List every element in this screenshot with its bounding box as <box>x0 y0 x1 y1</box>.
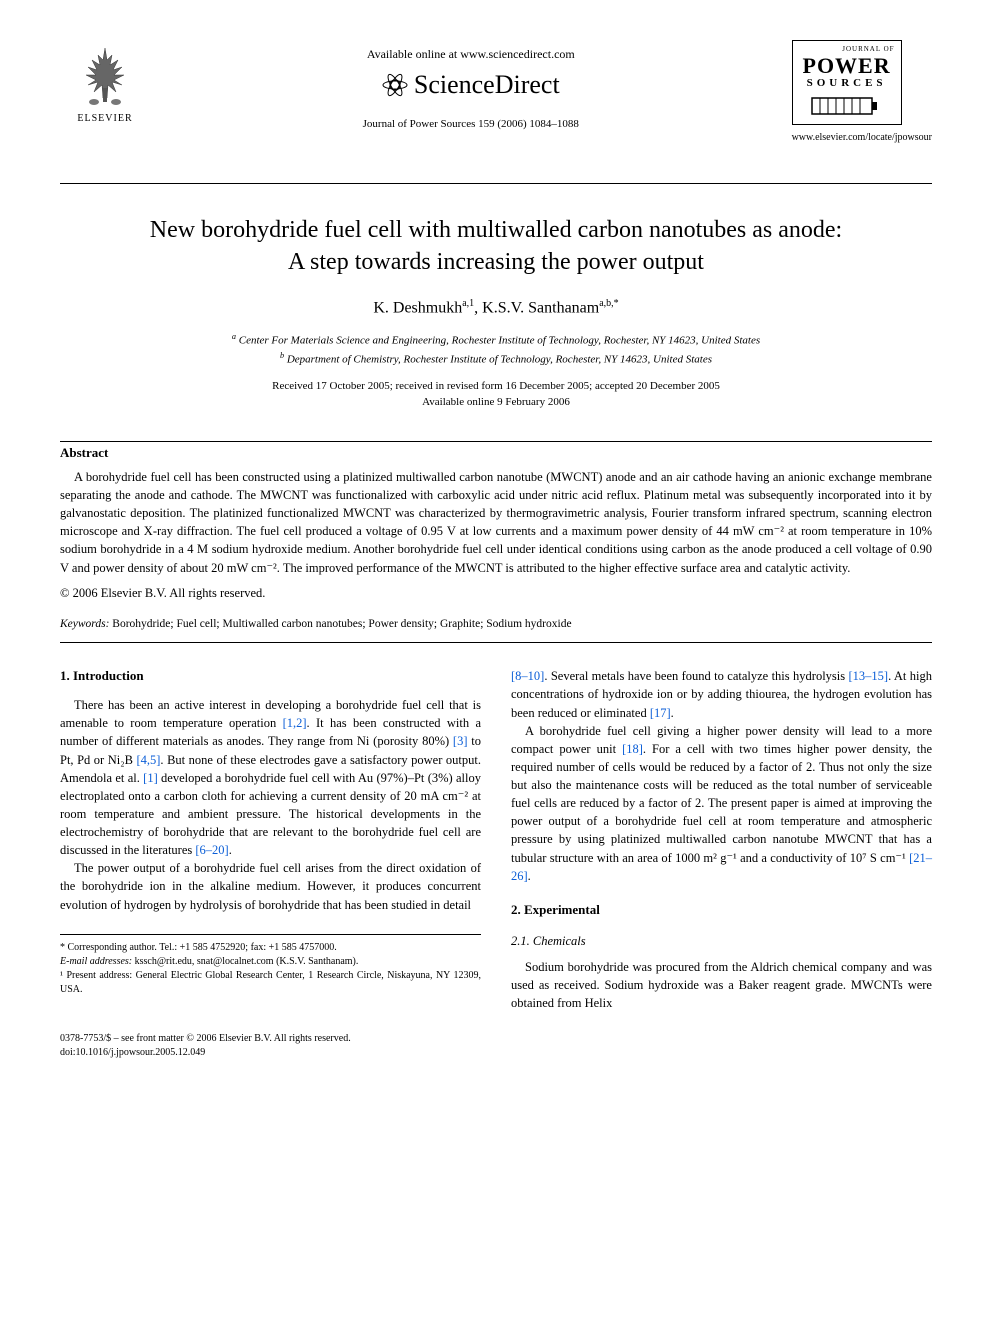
col2-p2-b: . For a cell with two times higher power… <box>511 742 932 865</box>
ref-link[interactable]: [1,2] <box>283 716 307 730</box>
intro-para-1: There has been an active interest in dev… <box>60 696 481 859</box>
footnotes: * Corresponding author. Tel.: +1 585 475… <box>60 934 481 997</box>
email-text: kssch@rit.edu, snat@localnet.com (K.S.V.… <box>132 956 358 967</box>
ref-link[interactable]: [6–20] <box>195 843 228 857</box>
corresponding-author: * Corresponding author. Tel.: +1 585 475… <box>60 941 481 955</box>
right-column: [8–10]. Several metals have been found t… <box>511 667 932 1012</box>
sciencedirect-brand: ScienceDirect <box>150 67 792 103</box>
author-2: K.S.V. Santhanam <box>482 299 599 316</box>
author-1-sup: a,1 <box>462 298 474 309</box>
copyright-line: © 2006 Elsevier B.V. All rights reserved… <box>60 585 932 603</box>
col2-para-2: A borohydride fuel cell giving a higher … <box>511 722 932 885</box>
affiliation-a: Center For Materials Science and Enginee… <box>239 335 760 347</box>
col2-para-1: [8–10]. Several metals have been found t… <box>511 667 932 721</box>
col2-p2-c: . <box>528 869 531 883</box>
journal-sources-text: SOURCES <box>807 77 887 90</box>
email-line: E-mail addresses: kssch@rit.edu, snat@lo… <box>60 955 481 969</box>
ref-link[interactable]: [17] <box>650 706 671 720</box>
affiliations: a Center For Materials Science and Engin… <box>60 331 932 367</box>
ref-link[interactable]: [4,5] <box>136 753 160 767</box>
journal-logo: JOURNAL OF POWER SOURCES <box>792 40 902 125</box>
journal-reference: Journal of Power Sources 159 (2006) 1084… <box>150 117 792 132</box>
abstract-top-rule <box>60 441 932 442</box>
author-2-sup: a,b,* <box>599 298 618 309</box>
journal-logo-container: JOURNAL OF POWER SOURCES www.elsevier.co… <box>792 40 932 175</box>
sciencedirect-text: ScienceDirect <box>414 67 560 103</box>
col2-p1-c: . <box>671 706 674 720</box>
journal-power-text: POWER <box>803 55 891 77</box>
ref-link[interactable]: [1] <box>143 771 158 785</box>
abstract-text: A borohydride fuel cell has been constru… <box>60 468 932 577</box>
affiliation-b: Department of Chemistry, Rochester Insti… <box>287 353 712 365</box>
left-column: 1. Introduction There has been an active… <box>60 667 481 1012</box>
elsevier-label: ELSEVIER <box>77 112 132 126</box>
keywords-text: Borohydride; Fuel cell; Multiwalled carb… <box>112 618 571 630</box>
ref-link[interactable]: [8–10] <box>511 669 544 683</box>
authors: K. Deshmukha,1, K.S.V. Santhanama,b,* <box>60 297 932 320</box>
intro-p1-f: . <box>229 843 232 857</box>
page: ELSEVIER Available online at www.science… <box>0 0 992 1110</box>
col2-p1-a: . Several metals have been found to cata… <box>544 669 848 683</box>
title-line-2: A step towards increasing the power outp… <box>288 249 704 275</box>
title-line-1: New borohydride fuel cell with multiwall… <box>150 217 842 243</box>
present-address: ¹ Present address: General Electric Glob… <box>60 969 481 997</box>
header-row: ELSEVIER Available online at www.science… <box>60 40 932 175</box>
dates-line-1: Received 17 October 2005; received in re… <box>272 380 720 392</box>
experimental-heading: 2. Experimental <box>511 901 932 920</box>
ref-link[interactable]: [13–15] <box>849 669 889 683</box>
footer: 0378-7753/$ – see front matter © 2006 El… <box>60 1032 932 1060</box>
chemicals-para-1: Sodium borohydride was procured from the… <box>511 958 932 1012</box>
footer-left: 0378-7753/$ – see front matter © 2006 El… <box>60 1032 351 1060</box>
chemicals-heading: 2.1. Chemicals <box>511 932 932 950</box>
footer-copyright: 0378-7753/$ – see front matter © 2006 El… <box>60 1032 351 1046</box>
intro-heading: 1. Introduction <box>60 667 481 686</box>
center-header: Available online at www.sciencedirect.co… <box>150 40 792 133</box>
abstract-body: A borohydride fuel cell has been constru… <box>60 468 932 577</box>
footer-doi: doi:10.1016/j.jpowsour.2005.12.049 <box>60 1046 351 1060</box>
email-label: E-mail addresses: <box>60 956 132 967</box>
article-title: New borohydride fuel cell with multiwall… <box>60 214 932 279</box>
elsevier-tree-icon <box>70 40 140 110</box>
available-online-text: Available online at www.sciencedirect.co… <box>150 46 792 63</box>
keywords: Keywords: Borohydride; Fuel cell; Multiw… <box>60 616 932 632</box>
abstract-bottom-rule <box>60 642 932 643</box>
abstract-heading: Abstract <box>60 444 932 462</box>
journal-url: www.elsevier.com/locate/jpowsour <box>792 131 932 145</box>
ref-link[interactable]: [18] <box>622 742 643 756</box>
article-dates: Received 17 October 2005; received in re… <box>60 378 932 411</box>
journal-battery-icon <box>802 90 892 120</box>
intro-p2-a: The power output of a borohydride fuel c… <box>60 861 481 911</box>
elsevier-logo: ELSEVIER <box>60 40 150 126</box>
intro-para-2: The power output of a borohydride fuel c… <box>60 859 481 913</box>
sciencedirect-icon <box>382 72 408 98</box>
header-rule <box>60 183 932 184</box>
ref-link[interactable]: [3] <box>453 734 468 748</box>
two-column-body: 1. Introduction There has been an active… <box>60 667 932 1012</box>
author-1: K. Deshmukh <box>373 299 462 316</box>
dates-line-2: Available online 9 February 2006 <box>422 396 570 408</box>
keywords-label: Keywords: <box>60 618 109 630</box>
